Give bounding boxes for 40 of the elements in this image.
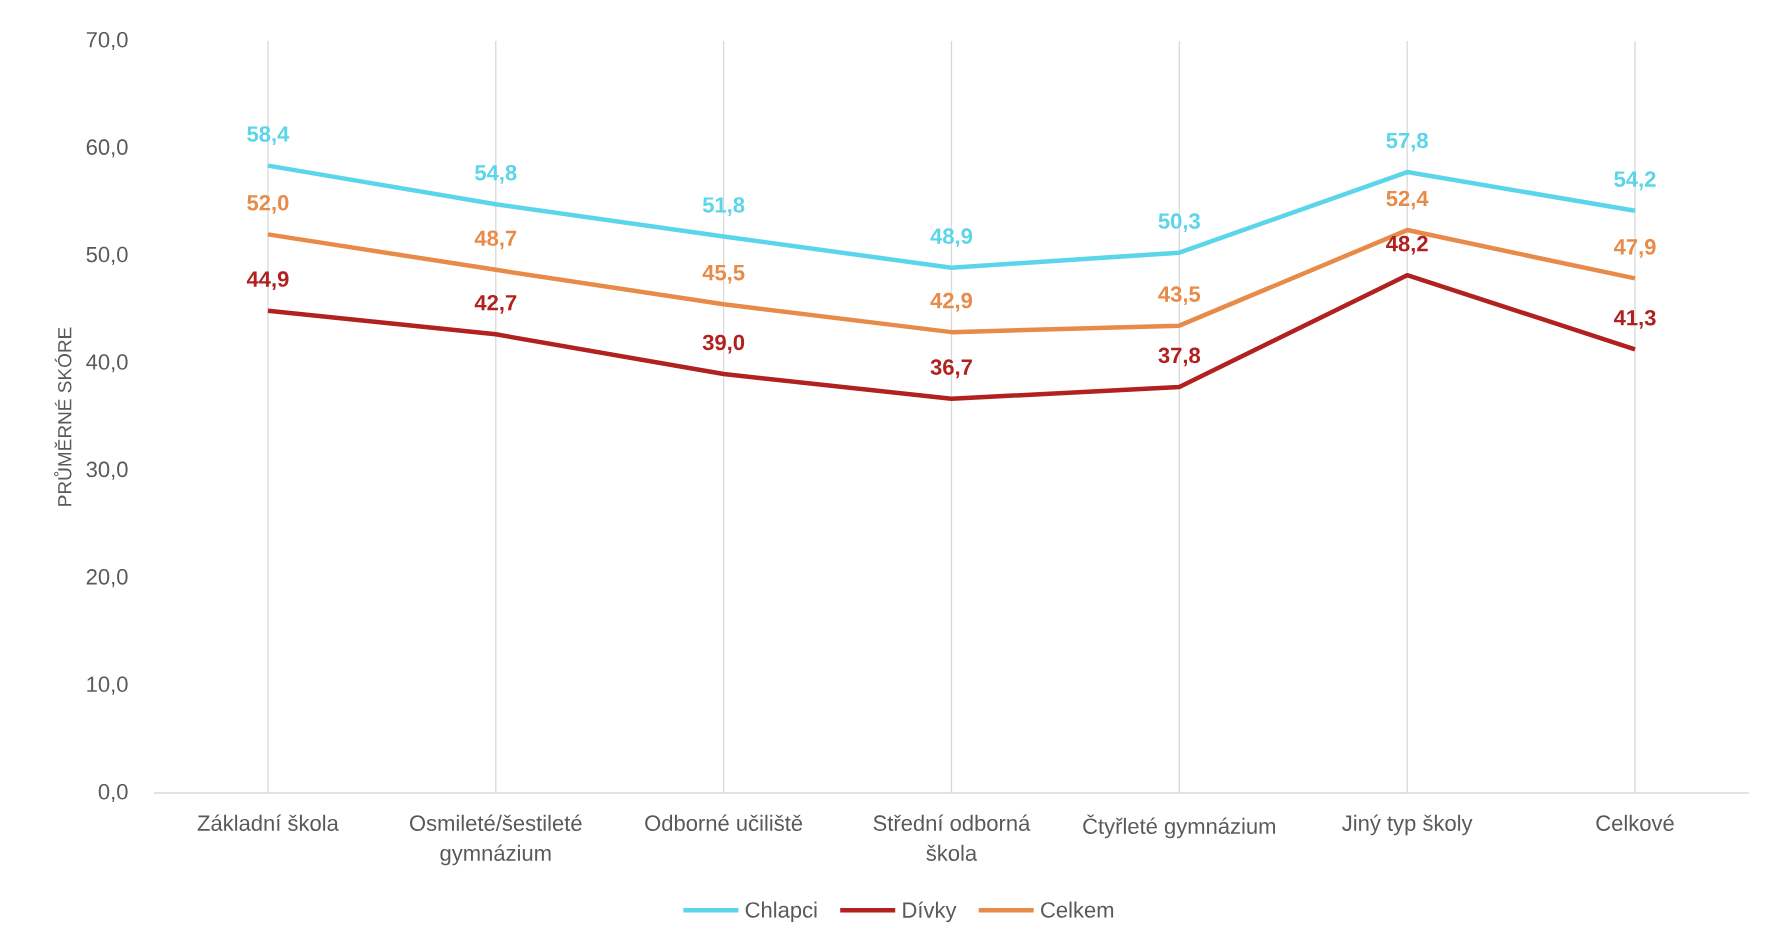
legend-label: Dívky [903,901,957,923]
data-label: 42,7 [474,294,517,314]
x-tick-label: Odborné učiliště [645,814,803,831]
data-label: 51,8 [702,197,745,216]
y-tick-label: 40,0 [86,354,128,373]
x-tick-label: Střední odborná škola [873,814,1031,861]
data-label: 39,0 [702,334,745,354]
y-axis-title: PRŮMĚRNÉ SKÓRE [54,327,72,506]
data-label: 45,5 [702,265,745,284]
x-tick-label: Celkové [1596,814,1674,831]
y-tick-label: 0,0 [98,783,128,803]
data-label: 58,4 [247,126,290,146]
x-tick-label: Osmileté/šestileté gymnázium [410,814,582,866]
y-tick-label: 10,0 [87,676,128,695]
legend-label: Chlapci [745,901,817,923]
x-tick-label: Základní škola [197,814,339,831]
y-tick-label: 50,0 [86,246,128,265]
data-label: 52,4 [1386,190,1429,210]
x-tick-label: Čtyřleté gymnázium [1083,814,1276,839]
data-label: 48,7 [474,230,517,250]
data-label: 54,2 [1614,171,1656,191]
legend-label: Celkem [1041,901,1114,918]
data-label: 37,8 [1158,347,1201,367]
data-label: 48,9 [930,228,973,248]
data-label: 54,8 [475,164,517,184]
data-label: 41,3 [1613,309,1656,329]
data-label: 36,7 [930,359,972,379]
data-label: 44,9 [246,271,289,291]
data-label: 52,0 [247,195,289,214]
y-tick-label: 20,0 [86,569,128,588]
data-label: 47,9 [1613,239,1656,258]
data-label: 48,2 [1386,235,1428,255]
x-tick-label: Jiný typ školy [1342,814,1473,836]
y-tick-label: 70,0 [86,31,128,51]
data-label: 43,5 [1158,286,1201,306]
data-label: 50,3 [1158,213,1200,233]
y-tick-label: 60,0 [86,139,128,158]
data-label: 57,8 [1386,132,1428,152]
data-label: 42,9 [930,292,973,312]
y-tick-label: 30,0 [86,461,128,480]
